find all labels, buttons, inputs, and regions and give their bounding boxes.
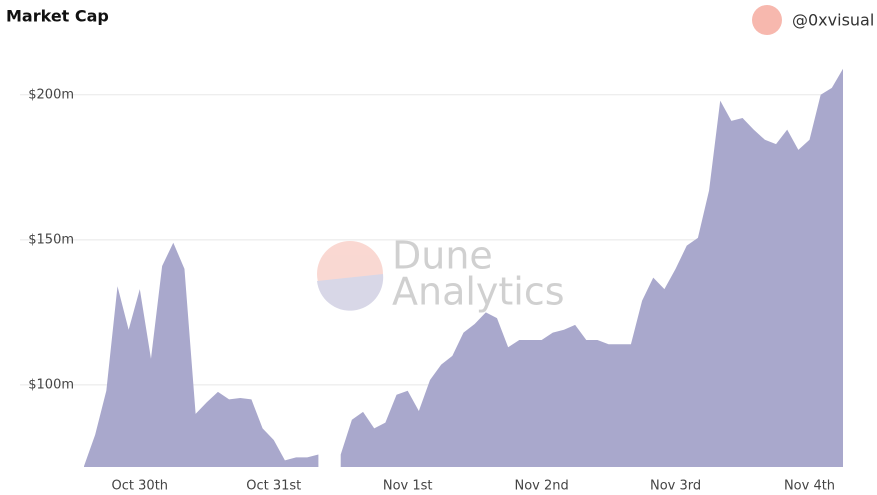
watermark-text: Dune: [392, 234, 493, 278]
area: [340, 68, 843, 467]
x-tick-label: Oct 31st: [246, 479, 301, 494]
author-avatar: [752, 5, 782, 35]
chart-title: Market Cap: [6, 7, 109, 26]
area: [84, 242, 319, 467]
y-tick-label: $100m: [28, 377, 74, 392]
x-tick-label: Nov 2nd: [514, 479, 568, 494]
y-tick-label: $200m: [28, 87, 74, 102]
x-tick-label: Nov 1st: [383, 479, 433, 494]
y-tick-label: $150m: [28, 232, 74, 247]
x-tick-label: Oct 30th: [112, 479, 169, 494]
x-tick-label: Nov 3rd: [650, 479, 701, 494]
watermark: Dune Analytics: [317, 234, 565, 314]
author: @0xvisual: [792, 11, 874, 30]
x-tick-label: Nov 4th: [784, 479, 835, 494]
watermark-text: Analytics: [392, 270, 565, 314]
watermark-logo-part: [317, 274, 384, 311]
watermark-logo: [317, 241, 383, 307]
